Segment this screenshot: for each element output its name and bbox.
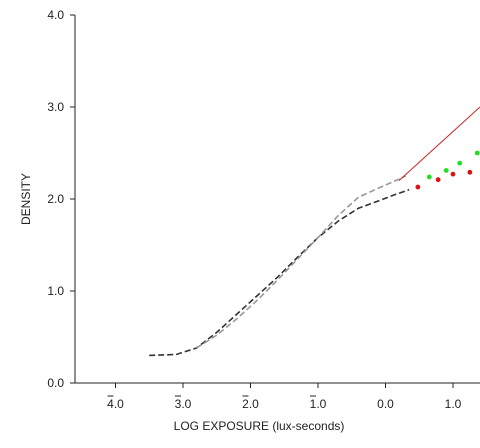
x-tick-label: 3.0 — [175, 397, 192, 411]
series-line-0 — [149, 189, 410, 357]
x-tick-label: 4.0 — [107, 397, 124, 411]
y-tick-label: 4.0 — [47, 8, 64, 22]
series-line-1 — [196, 175, 407, 349]
x-axis-title: LOG EXPOSURE (lux-seconds) — [174, 419, 345, 433]
data-point-0 — [415, 184, 421, 190]
y-tick-label: 2.0 — [47, 192, 64, 206]
axes: 0.0 1.0 2.0 3.0 4.0 4.0 3.0 2.0 1.0 0.0 1.0 — [47, 8, 480, 411]
data-point-1 — [443, 168, 449, 173]
points-layer — [415, 150, 480, 190]
x-tick-label: 2.0 — [242, 397, 259, 411]
data-point-0 — [435, 177, 441, 183]
x-tick-label: 1.0 — [445, 397, 462, 411]
data-point-1 — [474, 150, 480, 156]
series-layer — [149, 106, 480, 357]
data-point-0 — [467, 169, 473, 175]
data-point-0 — [450, 171, 456, 177]
y-axis-title: DENSITY — [19, 173, 33, 225]
x-tick-label: 0.0 — [377, 397, 394, 411]
y-tick-label: 0.0 — [47, 376, 64, 390]
data-point-1 — [457, 160, 463, 166]
y-tick-label: 1.0 — [47, 284, 64, 298]
series-line-2 — [398, 106, 480, 181]
x-tick-label: 1.0 — [310, 397, 327, 411]
data-point-1 — [426, 174, 432, 180]
y-tick-label: 3.0 — [47, 100, 64, 114]
